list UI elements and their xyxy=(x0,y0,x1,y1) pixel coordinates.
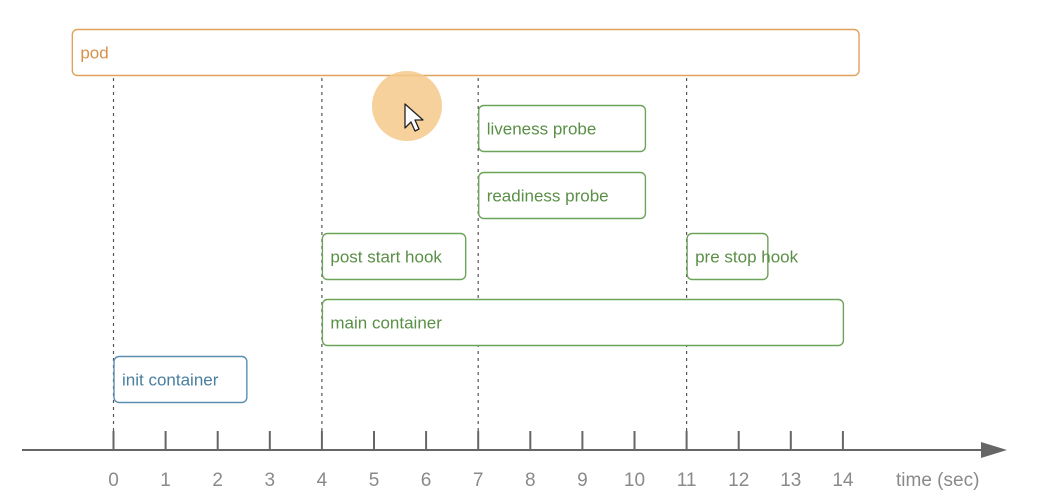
tick-label-12: 12 xyxy=(728,470,749,491)
init-container-label: init container xyxy=(122,371,219,390)
readiness-probe-label: readiness probe xyxy=(487,187,609,206)
tick-label-6: 6 xyxy=(421,470,432,491)
tick-label-1: 1 xyxy=(160,470,171,491)
tick-label-9: 9 xyxy=(577,470,588,491)
cursor-arrow-icon xyxy=(404,103,424,132)
pod-box xyxy=(71,28,860,77)
main-container-bar: main container xyxy=(321,298,845,347)
axis-title: time (sec) xyxy=(896,470,979,491)
post-start-hook-bar: post start hook xyxy=(321,232,467,281)
main-container-label: main container xyxy=(330,314,442,333)
readiness-probe-box xyxy=(478,171,647,220)
pod-bar: pod xyxy=(71,28,860,77)
tick-label-8: 8 xyxy=(525,470,536,491)
axis-arrow-icon xyxy=(981,442,1007,458)
axis-ticks: 0 1 2 3 4 5 6 7 8 9 10 11 12 13 14 xyxy=(108,431,854,491)
time-axis: 0 1 2 3 4 5 6 7 8 9 10 11 12 13 14 time (sec) xyxy=(22,431,1007,491)
tick-label-7: 7 xyxy=(473,470,484,491)
readiness-probe-bar: readiness probe xyxy=(478,171,647,220)
tick-label-0: 0 xyxy=(108,470,119,491)
main-container-box xyxy=(321,298,845,347)
post-start-hook-box xyxy=(321,232,467,281)
liveness-probe-label: liveness probe xyxy=(487,120,597,139)
tick-label-11: 11 xyxy=(677,470,697,491)
tick-label-10: 10 xyxy=(624,470,645,491)
init-container-bar: init container xyxy=(113,355,248,404)
pre-stop-hook-bar: pre stop hook xyxy=(686,232,799,281)
tick-label-5: 5 xyxy=(369,470,380,491)
tick-label-14: 14 xyxy=(832,470,854,491)
liveness-probe-bar: liveness probe xyxy=(478,104,647,153)
init-container-box xyxy=(113,355,248,404)
tick-label-4: 4 xyxy=(317,470,328,491)
tick-label-13: 13 xyxy=(780,470,801,491)
post-start-hook-label: post start hook xyxy=(330,248,442,267)
tick-label-3: 3 xyxy=(265,470,276,491)
pre-stop-hook-box xyxy=(686,232,769,281)
mouse-pointer-icon xyxy=(372,71,442,141)
pod-label: pod xyxy=(80,44,108,63)
liveness-probe-box xyxy=(478,104,647,153)
pre-stop-hook-label: pre stop hook xyxy=(695,248,799,267)
lifecycle-bars: pod liveness probe readiness probe post sta… xyxy=(71,28,860,404)
tick-label-2: 2 xyxy=(212,470,223,491)
